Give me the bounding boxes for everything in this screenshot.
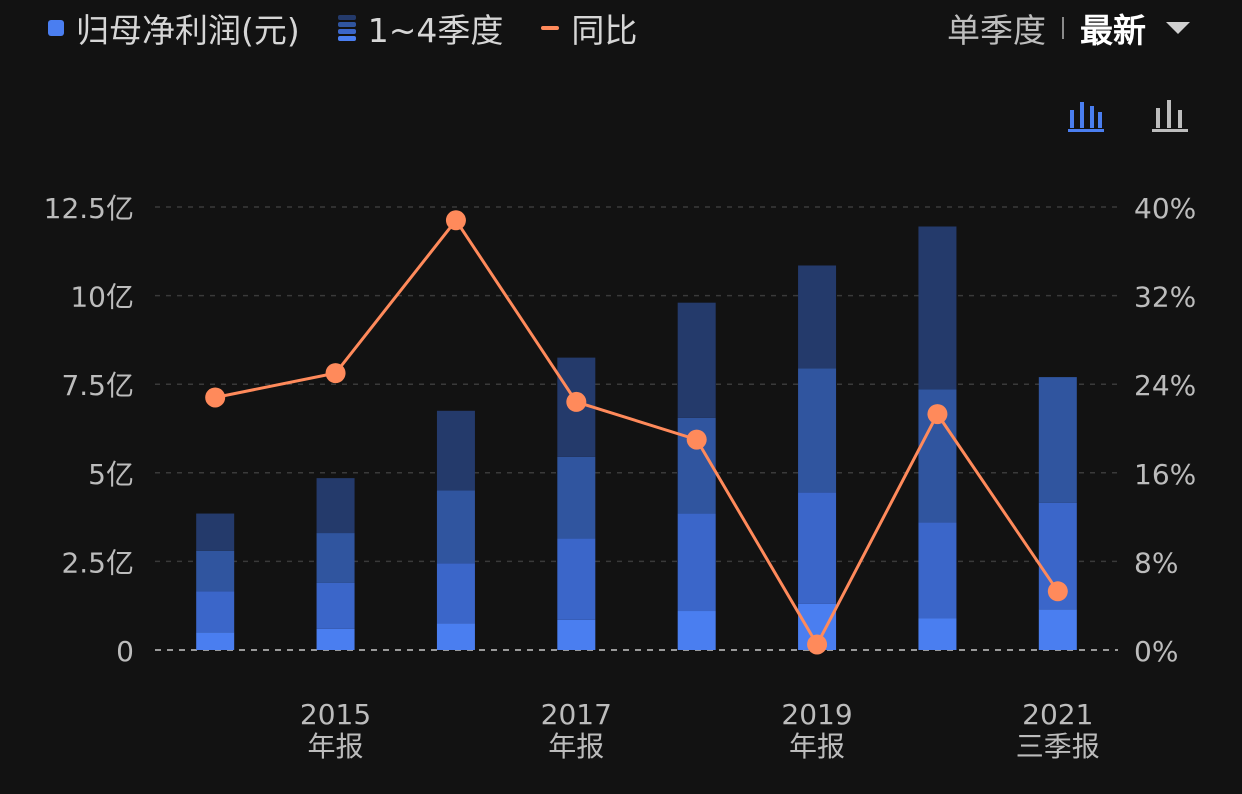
y-right-tick-label: 40%: [1134, 192, 1196, 225]
stacked-bar-chart-icon[interactable]: [1066, 96, 1106, 134]
bar-chart-icon[interactable]: [1150, 96, 1190, 134]
yoy-point[interactable]: [445, 210, 466, 231]
y-left-tick-label: 7.5亿: [61, 369, 134, 402]
bar-segment-q3[interactable]: [316, 533, 355, 583]
yoy-line: [214, 217, 1060, 648]
x-tick-year: 2015: [300, 698, 371, 731]
y-left-tick-label: 12.5亿: [44, 192, 134, 225]
bar-segment-q1[interactable]: [1038, 609, 1077, 650]
bar-segment-q4[interactable]: [798, 265, 837, 369]
yoy-point[interactable]: [686, 429, 707, 450]
y-right-tick-label: 8%: [1134, 546, 1178, 579]
bar-segment-q2[interactable]: [798, 492, 837, 604]
bar-segment-q1[interactable]: [677, 611, 716, 650]
x-tick-period: 年报: [789, 730, 845, 763]
legend-swatch-stack: [337, 15, 356, 41]
bar-segment-q1[interactable]: [196, 632, 235, 650]
legend: 归母净利润(元) 1~4季度 同比: [48, 6, 637, 50]
bar-segment-q3[interactable]: [196, 550, 235, 592]
x-tick-period: 年报: [548, 730, 604, 763]
y-left-tick-label: 5亿: [88, 458, 134, 491]
bar-segment-q1[interactable]: [316, 628, 355, 650]
bar-segment-q1[interactable]: [918, 618, 957, 650]
bar-segment-q1[interactable]: [557, 619, 596, 650]
bar-segment-q2[interactable]: [436, 563, 475, 624]
y-right-tick-label: 24%: [1134, 369, 1196, 402]
bar-segment-q3[interactable]: [1038, 377, 1077, 503]
legend-quarters-label: 1~4季度: [367, 11, 504, 50]
y-right-tick-label: 32%: [1134, 281, 1196, 314]
y-right-tick-label: 0%: [1134, 635, 1178, 668]
chevron-down-icon[interactable]: [1166, 22, 1190, 34]
yoy-point[interactable]: [807, 634, 828, 655]
x-tick-year: 2017: [541, 698, 612, 731]
yoy-point[interactable]: [325, 363, 346, 384]
bar-segment-q4[interactable]: [436, 410, 475, 491]
bar-segment-q3[interactable]: [436, 490, 475, 564]
x-tick-year: 2021: [1022, 698, 1093, 731]
yoy-point[interactable]: [205, 387, 226, 408]
legend-swatch-line: [541, 26, 560, 30]
yoy-point[interactable]: [566, 391, 587, 412]
bar-segment-q1[interactable]: [436, 623, 475, 650]
mode-separator: [1062, 17, 1064, 39]
mode-latest[interactable]: 最新: [1080, 11, 1146, 50]
bar-segment-q4[interactable]: [196, 513, 235, 551]
x-tick-year: 2019: [781, 698, 852, 731]
yoy-point[interactable]: [1047, 581, 1068, 602]
legend-quarters[interactable]: 1~4季度: [337, 4, 504, 52]
bar-segment-q2[interactable]: [196, 591, 235, 633]
y-right-tick-label: 16%: [1134, 458, 1196, 491]
legend-yoy-label: 同比: [571, 11, 638, 50]
x-tick-period: 三季报: [1016, 730, 1100, 763]
bar-segment-q4[interactable]: [316, 478, 355, 534]
bar-segment-q4[interactable]: [918, 226, 957, 390]
bar-segment-q3[interactable]: [557, 456, 596, 539]
bar-segment-q2[interactable]: [918, 522, 957, 619]
bar-segment-q2[interactable]: [557, 538, 596, 620]
legend-net-profit-label: 归母净利润(元): [76, 11, 300, 50]
bar-segment-q2[interactable]: [316, 582, 355, 629]
y-left-tick-label: 0: [116, 635, 134, 668]
bar-segment-q4[interactable]: [677, 302, 716, 418]
y-left-tick-label: 2.5亿: [61, 546, 134, 579]
legend-yoy[interactable]: 同比: [541, 4, 637, 52]
bar-segment-q2[interactable]: [677, 513, 716, 612]
yoy-point[interactable]: [927, 404, 948, 425]
mode-single-quarter[interactable]: 单季度: [947, 11, 1046, 50]
period-selector: 单季度 最新: [947, 6, 1190, 50]
legend-swatch-blue: [48, 20, 64, 36]
bar-segment-q3[interactable]: [798, 368, 837, 493]
x-tick-period: 年报: [308, 730, 364, 763]
legend-net-profit[interactable]: 归母净利润(元): [48, 4, 300, 52]
y-left-tick-label: 10亿: [70, 281, 134, 314]
